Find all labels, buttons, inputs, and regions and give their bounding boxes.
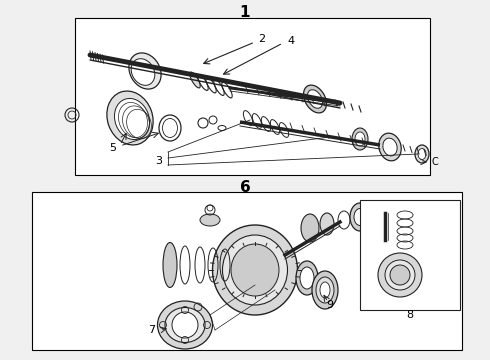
Ellipse shape: [190, 72, 200, 88]
Text: 8: 8: [406, 310, 414, 320]
Ellipse shape: [378, 253, 422, 297]
Ellipse shape: [352, 128, 368, 150]
Ellipse shape: [415, 145, 429, 163]
Ellipse shape: [107, 91, 153, 145]
Ellipse shape: [163, 243, 177, 288]
Ellipse shape: [307, 90, 322, 108]
Text: 9: 9: [326, 300, 334, 310]
Bar: [32, 192, 462, 350]
Ellipse shape: [231, 244, 279, 296]
Ellipse shape: [418, 149, 426, 159]
Bar: [360, 200, 460, 310]
Ellipse shape: [200, 214, 220, 226]
Ellipse shape: [129, 53, 161, 89]
Ellipse shape: [312, 271, 338, 309]
Ellipse shape: [320, 282, 330, 298]
Circle shape: [172, 312, 198, 338]
Ellipse shape: [296, 261, 318, 295]
Circle shape: [390, 265, 410, 285]
Text: 2: 2: [258, 34, 265, 44]
Ellipse shape: [131, 59, 155, 85]
Ellipse shape: [222, 235, 288, 305]
Text: 5: 5: [109, 143, 117, 153]
Ellipse shape: [354, 208, 366, 225]
Ellipse shape: [157, 301, 213, 349]
Ellipse shape: [320, 213, 334, 235]
Ellipse shape: [115, 98, 149, 140]
Text: 7: 7: [148, 325, 155, 335]
Ellipse shape: [385, 260, 415, 290]
Ellipse shape: [165, 307, 205, 342]
Text: 6: 6: [240, 180, 250, 194]
Ellipse shape: [300, 267, 314, 289]
Ellipse shape: [383, 138, 397, 156]
Ellipse shape: [355, 132, 365, 146]
Ellipse shape: [316, 277, 334, 303]
Text: 1: 1: [240, 5, 250, 19]
Text: 3: 3: [155, 156, 162, 166]
Ellipse shape: [350, 203, 370, 231]
Ellipse shape: [213, 225, 297, 315]
Ellipse shape: [301, 214, 319, 242]
Ellipse shape: [379, 133, 401, 161]
Bar: [75, 18, 430, 175]
Ellipse shape: [303, 85, 326, 113]
Text: 4: 4: [287, 36, 294, 46]
Text: C: C: [432, 157, 439, 167]
